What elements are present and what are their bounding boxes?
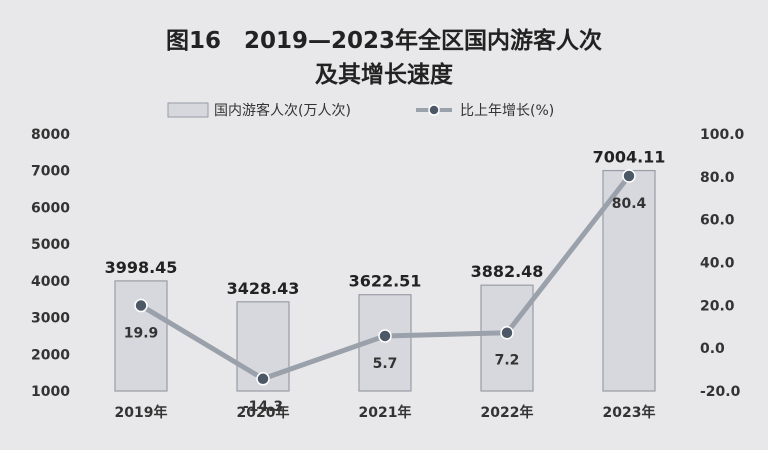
right-y-axis: -20.0 0.0 20.0 40.0 60.0 80.0 100.0 <box>700 127 745 400</box>
left-y-axis: 1000 2000 3000 4000 5000 6000 7000 8000 <box>31 127 70 400</box>
x-tick-label-2: 2021年 <box>359 404 412 421</box>
right-y-tick-label-3: 40.0 <box>700 256 735 272</box>
line-series <box>134 169 636 386</box>
line-value-label-1: -14.3 <box>243 399 283 415</box>
x-tick-label-0: 2019年 <box>115 404 168 421</box>
line-value-label-3: 7.2 <box>495 353 520 369</box>
legend-bar-swatch <box>167 102 209 118</box>
bar-value-label-2: 3622.51 <box>349 272 422 291</box>
bar-4 <box>602 169 656 392</box>
legend-bar-label: 国内游客人次(万人次) <box>214 102 351 119</box>
right-y-tick-label-5: 80.0 <box>700 170 735 186</box>
left-y-tick-label-6: 7000 <box>31 164 70 180</box>
left-y-tick-label-3: 4000 <box>31 274 70 290</box>
x-tick-label-4: 2023年 <box>603 404 656 421</box>
chart-title-line-1: 图16 2019—2023年全区国内游客人次 <box>166 27 602 54</box>
legend: 国内游客人次(万人次) 比上年增长(%) <box>167 102 554 119</box>
x-axis-labels: 2019年 2020年 2021年 2022年 2023年 <box>115 404 656 421</box>
left-y-tick-label-0: 1000 <box>31 384 70 400</box>
bar-value-label-3: 3882.48 <box>471 262 544 281</box>
right-y-tick-label-6: 100.0 <box>700 127 745 143</box>
x-tick-label-1: 2020年 <box>237 404 290 421</box>
left-y-tick-label-4: 5000 <box>31 237 70 253</box>
legend-line-marker <box>428 104 440 116</box>
line-value-label-0: 19.9 <box>124 326 159 342</box>
left-y-tick-label-1: 2000 <box>31 347 70 363</box>
line-value-label-4: 80.4 <box>612 196 647 212</box>
bar-value-label-4: 7004.11 <box>593 148 666 167</box>
bar-value-label-1: 3428.43 <box>227 279 300 298</box>
x-tick-label-3: 2022年 <box>481 404 534 421</box>
line-marker-0 <box>134 298 148 313</box>
left-y-tick-label-7: 8000 <box>31 127 70 143</box>
legend-line-label: 比上年增长(%) <box>460 103 554 119</box>
line-value-label-2: 5.7 <box>373 356 398 372</box>
chart-title-line-2: 及其增长速度 <box>315 61 454 88</box>
right-y-tick-label-4: 60.0 <box>700 213 735 229</box>
data-labels: 3998.45 3428.43 3622.51 3882.48 7004.11 19.9 -… <box>105 148 666 415</box>
bar-value-label-0: 3998.45 <box>105 258 178 277</box>
left-y-tick-label-2: 3000 <box>31 311 70 327</box>
line-marker-4 <box>622 169 636 183</box>
right-y-tick-label-0: -20.0 <box>700 384 741 400</box>
right-y-tick-label-1: 0.0 <box>700 341 725 357</box>
right-y-tick-label-2: 20.0 <box>700 298 735 314</box>
line-marker-1 <box>256 372 270 386</box>
left-y-tick-label-5: 6000 <box>31 200 70 216</box>
line-marker-2 <box>378 329 392 343</box>
line-marker-3 <box>500 325 514 340</box>
